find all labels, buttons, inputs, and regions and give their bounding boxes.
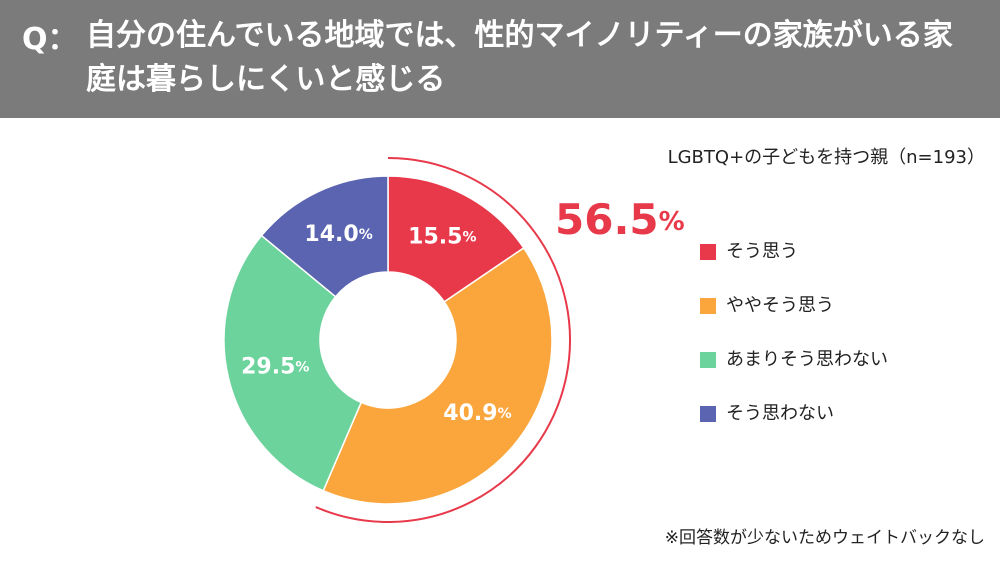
value-label: 40.9%	[443, 401, 511, 426]
legend-label: ややそう思う	[726, 295, 834, 316]
legend-swatch	[700, 244, 716, 260]
chart: LGBTQ+の子どもを持つ親（n=193） ※回答数が少ないためウェイトバックな…	[223, 147, 985, 548]
legend-label: あまりそう思わない	[726, 349, 888, 370]
value-label: 14.0%	[304, 222, 372, 247]
donut-slice	[223, 234, 363, 492]
legend-swatch	[700, 406, 716, 422]
donut-slice	[322, 246, 553, 505]
highlight-label: 56.5%	[555, 195, 685, 244]
value-label: 29.5%	[241, 354, 309, 379]
highlight-arc	[315, 157, 571, 523]
donut-slice	[260, 175, 389, 298]
chart-title: 自分の住んでいる地域では、性的マイノリティーの家族がいる家庭は暮らしにくいと感じ…	[86, 18, 953, 97]
legend-swatch	[700, 298, 716, 314]
header: Q： 自分の住んでいる地域では、性的マイノリティーの家族がいる家庭は暮らしにくい…	[0, 0, 1000, 118]
legend-label: そう思わない	[726, 403, 834, 424]
value-label: 15.5%	[408, 225, 476, 250]
footnote: ※回答数が少ないためウェイトバックなし	[665, 528, 985, 548]
subtitle: LGBTQ+の子どもを持つ親（n=193）	[668, 147, 985, 168]
legend-label: そう思う	[726, 241, 798, 262]
title-prefix: Q：	[22, 22, 78, 57]
legend-swatch	[700, 352, 716, 368]
